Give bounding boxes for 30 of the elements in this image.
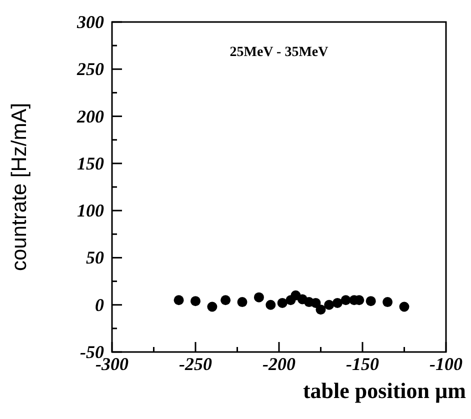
point [220, 295, 231, 306]
point [324, 300, 334, 310]
point [332, 298, 342, 308]
y-axis-title: countrate [Hz/mA] [8, 102, 31, 272]
y-tick-label: 300 [76, 12, 104, 32]
x-tick-label: -100 [430, 354, 462, 374]
point [366, 296, 376, 306]
point [340, 295, 351, 306]
point [266, 300, 276, 310]
point [316, 304, 326, 315]
point [382, 297, 393, 308]
point [190, 296, 200, 306]
y-tick-label: 100 [77, 200, 104, 221]
x-tick-label: -200 [262, 354, 296, 374]
point [277, 298, 288, 308]
x-tick-label: -150 [346, 354, 379, 374]
y-tick-label: 250 [76, 59, 104, 80]
point [399, 302, 410, 312]
y-tick-label: 150 [77, 153, 104, 174]
point [174, 295, 184, 306]
point [237, 297, 248, 308]
annotation: 25MeV - 35MeV [230, 45, 328, 60]
point [254, 292, 264, 302]
y-tick-label: 0 [95, 294, 104, 315]
x-tick-label: -250 [179, 354, 212, 374]
y-tick-label: 50 [86, 248, 104, 268]
point [310, 298, 321, 308]
x-axis-title: table position µm [302, 378, 466, 403]
y-tick-label: 200 [76, 106, 104, 126]
point [207, 302, 218, 312]
